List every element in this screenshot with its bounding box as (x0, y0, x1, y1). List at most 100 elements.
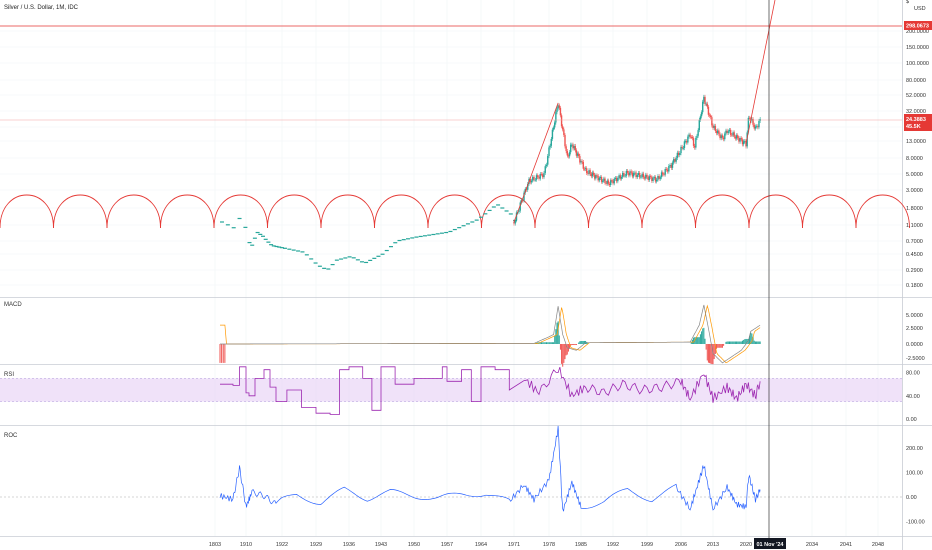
candle-body (563, 129, 565, 135)
macd-histogram-bar (733, 341, 735, 344)
candle-body (669, 164, 671, 166)
cycle-arc (267, 194, 322, 229)
candle-body (641, 173, 643, 177)
macd-histogram-bar (744, 339, 746, 344)
price-tick-label: 0.7000 (906, 239, 923, 245)
macd-line (220, 304, 761, 364)
candle-body (559, 107, 562, 116)
candle-body (547, 156, 549, 165)
candle-body (540, 173, 543, 175)
candle-body (570, 144, 572, 153)
candle-body (666, 169, 669, 172)
macd-histogram-bar (727, 341, 729, 344)
cycle-arc (106, 194, 161, 229)
x-axis-label: 1964 (475, 542, 487, 548)
candle-body (612, 180, 614, 184)
candle-body (690, 136, 692, 138)
candle-body (738, 138, 740, 142)
candle-body (649, 176, 652, 177)
macd-histogram-bar (222, 344, 224, 363)
crosshair-date-badge (754, 538, 786, 549)
candle-body (671, 162, 674, 168)
candle-body (522, 200, 524, 202)
macd-histogram-bar (579, 341, 581, 344)
macd-histogram-bar (582, 340, 584, 344)
macd-histogram-bar (749, 335, 751, 344)
macd-histogram-bar (740, 341, 742, 344)
macd-histogram-bar (551, 342, 553, 344)
candle-body (748, 117, 751, 119)
macd-histogram-bar (546, 342, 547, 344)
candle-body (686, 141, 688, 143)
roc-pane[interactable]: ROC (0, 425, 902, 512)
candle-body (513, 221, 515, 224)
macd-histogram-bar (706, 344, 708, 361)
macd-histogram-bar (221, 344, 223, 363)
cycle-arc (695, 194, 750, 229)
macd-histogram-bar (543, 342, 545, 344)
candle-body (532, 176, 534, 181)
x-axis-label: 1910 (240, 542, 252, 548)
rsi-pane[interactable]: RSI (0, 366, 902, 415)
candle-body (740, 138, 742, 140)
macd-histogram-bar (714, 344, 716, 354)
macd-histogram-bar (725, 341, 727, 344)
candle-body (605, 182, 607, 184)
candle-body (537, 175, 539, 178)
macd-histogram-bar (757, 341, 759, 344)
candle-body (566, 151, 568, 156)
price-pane[interactable] (0, 0, 910, 270)
macd-histogram-bar (716, 344, 718, 349)
candle-body (647, 177, 649, 180)
candle-body (598, 178, 600, 181)
macd-tick-label: 2.5000 (906, 326, 923, 332)
candle-body (722, 137, 725, 140)
candle-body (624, 175, 626, 177)
candle-body (564, 134, 566, 147)
macd-histogram-bar (746, 338, 748, 344)
x-axis-label: 1999 (641, 542, 653, 548)
candle-body (558, 105, 560, 108)
candle-body (654, 177, 657, 182)
candle-body (741, 139, 744, 145)
macd-histogram-bar (734, 341, 736, 344)
candle-body (632, 173, 635, 177)
candle-body (704, 96, 706, 104)
candle-body (739, 138, 741, 142)
macd-histogram-bar (703, 327, 705, 344)
macd-histogram-bar (743, 339, 745, 344)
x-axis-label: 1985 (575, 542, 587, 548)
price-badge-high-text: 298.0673 (906, 24, 929, 30)
candle-body (592, 172, 595, 175)
candle-body (714, 125, 717, 131)
candle-body (576, 153, 579, 156)
macd-histogram-bar (697, 337, 699, 344)
candle-body (572, 144, 574, 149)
macd-histogram-bar (542, 342, 544, 344)
macd-pane[interactable]: MACD (4, 302, 761, 367)
candle-body (579, 156, 581, 163)
candle-body (713, 125, 715, 128)
candle-body (708, 114, 711, 116)
candle-body (626, 170, 629, 173)
candle-body (543, 172, 545, 178)
macd-histogram-bar (754, 341, 756, 344)
roc-line (219, 425, 761, 512)
candle-body (535, 175, 538, 180)
candle-body (695, 137, 697, 148)
macd-histogram-bar (580, 340, 582, 344)
rsi-tick-label: 80.00 (906, 371, 920, 377)
candle-body (597, 175, 599, 181)
candle-body (620, 176, 623, 179)
x-axis-label: 1957 (441, 542, 453, 548)
price-tick-label: 3.0000 (906, 188, 923, 194)
rsi-label: RSI (4, 372, 14, 378)
macd-histogram-bar (739, 341, 741, 344)
candle-body (631, 172, 634, 177)
candle-body (753, 124, 755, 129)
macd-histogram-bar (539, 342, 541, 344)
candle-body (720, 135, 722, 139)
macd-histogram-bar (554, 335, 556, 344)
macd-histogram-bar (720, 344, 722, 348)
